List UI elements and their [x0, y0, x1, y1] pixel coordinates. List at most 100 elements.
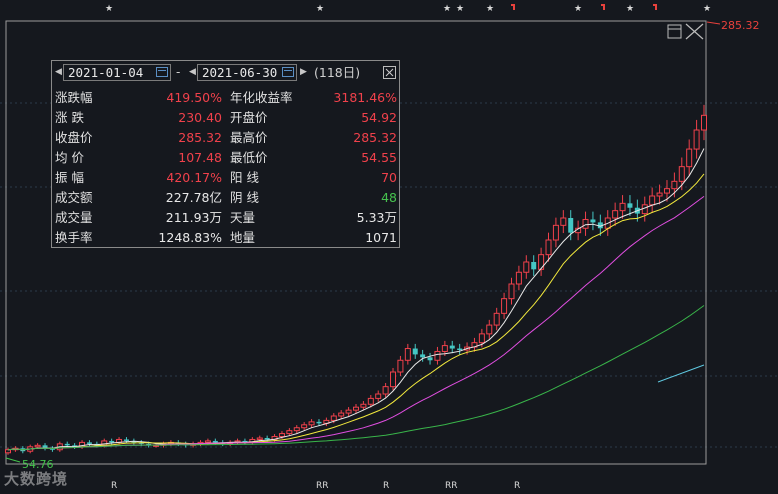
candle-body: [286, 430, 293, 435]
star-icon: ★: [443, 4, 451, 14]
stats-row: 换手率 1248.83% 地量 1071: [52, 228, 399, 248]
candle-body: [538, 254, 545, 270]
r-marker: RR: [445, 481, 458, 491]
end-date-field[interactable]: 2021-06-30: [197, 64, 297, 81]
window-icon[interactable]: [667, 24, 682, 39]
close-icon[interactable]: [685, 23, 704, 40]
date-range-bar: ◀ 2021-01-04 - ◀ 2021-06-30 ▶ (118日): [52, 61, 399, 85]
candle-body: [264, 438, 270, 440]
candle-body: [293, 427, 300, 432]
low-price-label: 54.76: [22, 458, 54, 471]
candle-body: [671, 180, 678, 190]
stat-label: 涨 跌: [55, 110, 84, 125]
high-leader: [706, 21, 721, 25]
candle-body: [493, 312, 500, 326]
star-icon: ★: [456, 4, 464, 14]
stat-label: 成交量: [55, 210, 93, 225]
stat-value: 3181.46%: [333, 90, 397, 105]
candle-body: [72, 445, 78, 447]
candle-body: [123, 439, 129, 441]
stat-value: 54.92: [361, 110, 397, 125]
top-markers: ★ ★ ★ ★ ★ ★ ★ ★: [105, 4, 711, 14]
flag-markers: [511, 4, 657, 10]
candle-body: [316, 421, 322, 424]
star-icon: ★: [486, 4, 494, 14]
candle-body: [656, 192, 663, 197]
stat-label: 最高价: [230, 130, 268, 145]
panel-close-button[interactable]: [383, 66, 396, 79]
candle-body: [590, 219, 596, 223]
candle-body: [308, 421, 315, 426]
start-date-field[interactable]: 2021-01-04: [63, 64, 171, 81]
selection-rect: [5, 20, 707, 465]
candle-body: [256, 437, 263, 440]
candle-body: [597, 222, 603, 229]
ma60-line: [7, 305, 705, 451]
stat-label: 阳 线: [230, 170, 259, 185]
candle-body: [515, 271, 522, 285]
stat-value: 227.78亿: [165, 190, 222, 205]
candle-body: [412, 348, 418, 355]
candle-body: [212, 440, 218, 443]
candle-body: [449, 345, 455, 349]
stats-row: 成交量 211.93万 天量 5.33万: [52, 208, 399, 228]
stat-value: 419.50%: [166, 90, 222, 105]
ma5-line: [7, 148, 705, 451]
candle-body: [568, 218, 574, 233]
candle-body: [86, 442, 92, 444]
candle-body: [582, 218, 589, 229]
candle-body: [552, 224, 559, 241]
stat-label: 振 幅: [55, 170, 84, 185]
r-marker: R: [514, 481, 521, 491]
stat-value: 48: [381, 190, 397, 205]
stat-value: 285.32: [353, 130, 397, 145]
candle-body: [42, 445, 48, 449]
date-separator: -: [176, 65, 181, 79]
ma120-line: [657, 364, 705, 383]
candle-body: [382, 386, 389, 395]
stat-label: 成交额: [55, 190, 93, 205]
candle-body: [34, 444, 41, 448]
calendar-icon[interactable]: [156, 67, 168, 77]
prev-start-arrow-icon[interactable]: ◀: [55, 67, 62, 77]
stat-value: 54.55: [361, 150, 397, 165]
candle-body: [360, 403, 367, 408]
stat-value: 285.32: [178, 130, 222, 145]
stat-value: 107.48: [178, 150, 222, 165]
stats-table: 涨跌幅 419.50% 年化收益率 3181.46% 涨 跌 230.40 开盘价 54.92…: [52, 88, 399, 248]
candle-body: [545, 239, 552, 256]
candle-body: [686, 148, 693, 168]
candle-body: [345, 409, 352, 414]
stat-value: 70: [381, 170, 397, 185]
candle-body: [64, 443, 70, 446]
stat-label: 天量: [230, 210, 256, 225]
calendar-icon[interactable]: [282, 67, 294, 77]
candle-body: [627, 203, 633, 208]
r-marker: R: [383, 481, 390, 491]
candle-body: [330, 415, 337, 421]
stats-row: 涨 跌 230.40 开盘价 54.92: [52, 108, 399, 128]
candle-body: [49, 448, 55, 450]
stat-label: 均 价: [55, 150, 84, 165]
candle-body: [404, 348, 411, 361]
star-icon: ★: [626, 4, 634, 14]
star-icon: ★: [316, 4, 324, 14]
candle-body: [457, 348, 463, 350]
prev-end-arrow-icon[interactable]: ◀: [189, 67, 196, 77]
candle-body: [441, 345, 448, 352]
candle-body: [301, 424, 308, 429]
star-icon: ★: [574, 4, 582, 14]
next-end-arrow-icon[interactable]: ▶: [300, 67, 307, 77]
candle-body: [420, 354, 426, 358]
stat-value: 1071: [365, 230, 397, 245]
candle-body: [531, 262, 537, 270]
candle-body: [367, 397, 374, 405]
r-marker: R: [111, 481, 118, 491]
stat-value: 211.93万: [165, 210, 222, 225]
stats-row: 收盘价 285.32 最高价 285.32: [52, 128, 399, 148]
stat-label: 年化收益率: [230, 90, 293, 105]
high-price-label: 285.32: [721, 19, 760, 32]
panel-toolbar: [666, 22, 706, 40]
interval-stats-panel: ◀ 2021-01-04 - ◀ 2021-06-30 ▶ (118日) 涨跌幅…: [51, 60, 400, 248]
